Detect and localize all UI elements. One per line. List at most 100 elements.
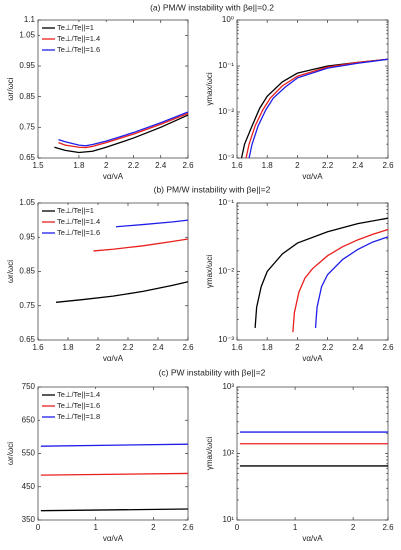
x-axis-label: vα/vA — [302, 534, 323, 543]
x-tick-label: 2.2 — [322, 343, 334, 352]
y-tick-label: 0.85 — [19, 92, 35, 101]
legend-label: Te⊥/Te||=1.6 — [57, 401, 100, 410]
x-tick-label: 1.6 — [231, 161, 243, 170]
legend-label: Te⊥/Te||=1.4 — [57, 390, 100, 399]
y-tick-label: 10⁰ — [222, 15, 234, 24]
x-tick-label: 2 — [295, 343, 300, 352]
x-tick-label: 1.6 — [32, 343, 44, 352]
x-tick-label: 2.4 — [152, 343, 164, 352]
series-line — [58, 111, 189, 147]
series-line — [58, 112, 189, 149]
x-tick-label: 0 — [235, 523, 240, 532]
x-tick-label: 2.6 — [182, 161, 194, 170]
x-tick-label: 1.8 — [62, 343, 74, 352]
legend-label: Te⊥/Te||=1.4 — [57, 217, 100, 226]
x-tick-label: 2 — [295, 161, 300, 170]
x-tick-label: 2 — [104, 161, 109, 170]
series-line — [93, 238, 189, 252]
y-axis-label: ωr/ωci — [6, 260, 15, 283]
y-tick-label: 650 — [22, 415, 36, 424]
x-tick-label: 2.6 — [382, 343, 394, 352]
series-line — [40, 472, 189, 476]
x-tick-label: 2.4 — [352, 343, 364, 352]
y-tick-label: 350 — [22, 515, 36, 524]
panel-title: (b) PM/W instability with βe||=2 — [154, 184, 271, 194]
series-line — [40, 443, 189, 447]
x-tick-label: 1.6 — [231, 343, 243, 352]
x-tick-label: 2.6 — [182, 523, 194, 532]
series-line — [314, 236, 389, 328]
x-tick-label: 1.8 — [262, 161, 274, 170]
legend-label: Te⊥/Te||=1 — [57, 206, 94, 215]
panel-title: (a) PM/W instability with βe||=0.2 — [150, 2, 274, 12]
series-line — [55, 281, 189, 303]
x-tick-label: 2 — [96, 343, 101, 352]
x-axis-label: vα/vA — [302, 172, 323, 181]
y-tick-label: 450 — [22, 482, 36, 491]
plot-frame — [236, 19, 389, 159]
y-tick-label: 0.95 — [19, 61, 35, 70]
x-tick-label: 2 — [151, 523, 156, 532]
y-axis-label: ωr/ωci — [6, 77, 15, 100]
y-tick-label: 1.05 — [19, 198, 35, 207]
x-tick-label: 2.4 — [155, 161, 167, 170]
y-tick-label: 750 — [22, 382, 36, 391]
plot-frame — [37, 19, 189, 159]
y-axis-label: ωr/ωci — [6, 442, 15, 465]
legend-label: Te⊥/Te||=1.6 — [57, 228, 100, 237]
panel-title: (c) PW instability with βe||=2 — [159, 367, 266, 377]
series-line — [54, 114, 189, 154]
legend-label: Te⊥/Te||=1 — [57, 23, 94, 32]
series-line — [292, 228, 389, 333]
y-tick-label: 550 — [22, 449, 36, 458]
x-tick-label: 1 — [293, 523, 298, 532]
x-axis-label: vα/vA — [103, 534, 124, 543]
legend-label: Te⊥/Te||=1.6 — [57, 45, 100, 54]
y-tick-label: 0.65 — [19, 153, 35, 162]
y-tick-label: 0.75 — [19, 122, 35, 131]
y-tick-label: 0.65 — [19, 335, 35, 344]
y-tick-label: 10² — [222, 449, 234, 458]
series-line — [245, 58, 389, 159]
series-line — [112, 219, 189, 228]
series-line — [40, 508, 189, 512]
series-line — [248, 58, 389, 159]
y-axis-label: γmax/ωci — [205, 72, 214, 106]
y-tick-label: 1.1 — [24, 15, 36, 24]
x-axis-label: vα/vA — [302, 354, 323, 363]
x-tick-label: 2.4 — [352, 161, 364, 170]
x-axis-label: vα/vA — [103, 354, 124, 363]
y-tick-label: 1.05 — [19, 30, 35, 39]
x-tick-label: 2.6 — [182, 343, 194, 352]
x-tick-label: 1 — [93, 523, 98, 532]
y-tick-label: 10⁻² — [218, 267, 234, 276]
y-axis-label: γmax/ωci — [205, 255, 214, 289]
y-tick-label: 10⁻² — [218, 107, 234, 116]
x-tick-label: 2 — [351, 523, 356, 532]
series-line — [254, 217, 389, 328]
y-tick-label: 10⁻¹ — [218, 61, 234, 70]
y-tick-label: 10⁻³ — [218, 153, 234, 162]
x-tick-label: 2.6 — [382, 523, 394, 532]
x-tick-label: 2.2 — [322, 161, 334, 170]
x-tick-label: 2.2 — [122, 343, 134, 352]
y-tick-label: 10¹ — [222, 515, 234, 524]
x-tick-label: 1.8 — [73, 161, 85, 170]
legend-label: Te⊥/Te||=1.4 — [57, 34, 100, 43]
x-tick-label: 0 — [36, 523, 41, 532]
legend-label: Te⊥/Te||=1.8 — [57, 412, 100, 421]
plot-frame — [236, 202, 389, 341]
x-tick-label: 1.5 — [32, 161, 44, 170]
y-tick-label: 0.95 — [19, 232, 35, 241]
y-axis-label: γmax/ωci — [205, 437, 214, 471]
x-tick-label: 2.6 — [382, 161, 394, 170]
y-tick-label: 10⁻¹ — [218, 198, 234, 207]
y-tick-label: 0.85 — [19, 267, 35, 276]
plot-frame — [236, 386, 389, 521]
x-tick-label: 1.8 — [262, 343, 274, 352]
y-tick-label: 10³ — [222, 382, 234, 391]
x-axis-label: vα/vA — [103, 172, 124, 181]
y-tick-label: 0.75 — [19, 301, 35, 310]
x-tick-label: 2.2 — [128, 161, 140, 170]
